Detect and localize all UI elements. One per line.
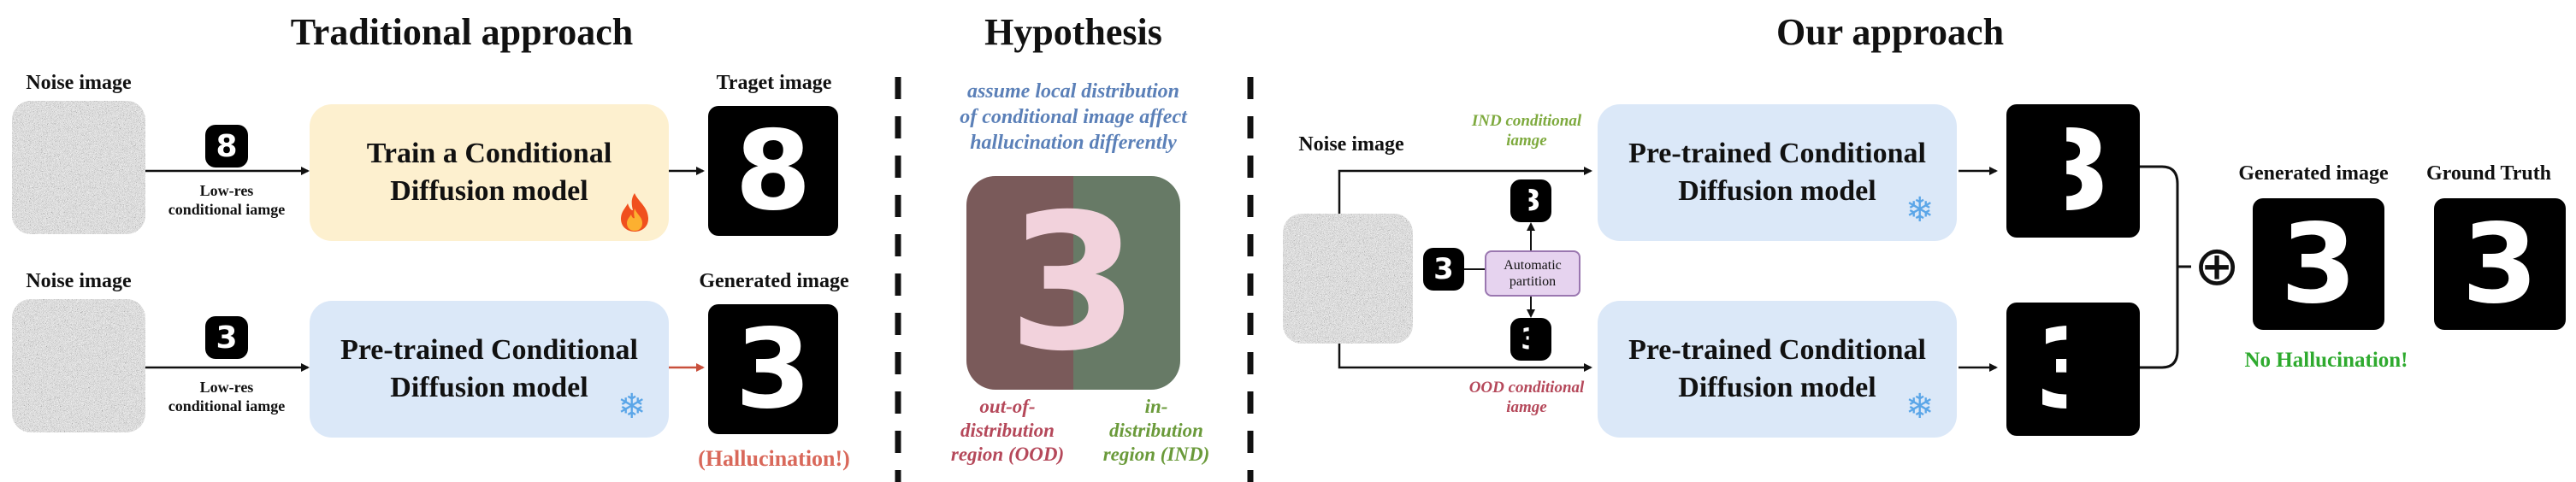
snowflake-icon: ❄ (1905, 387, 1935, 426)
pretrained-model-box-trad: Pre-trained Conditional Diffusion model … (310, 301, 669, 438)
cond-image-ours: 3 (1423, 248, 1464, 291)
arrow-noise-to-top-model (1338, 167, 1592, 214)
partition-line2: partition (1509, 274, 1557, 289)
ood-region-line2: distribution (960, 420, 1055, 441)
traditional-title: Traditional approach (290, 11, 634, 53)
cond-label-row2-line2: conditional iamge (168, 397, 286, 414)
generated-image-trad: 3 (708, 304, 838, 434)
model-bottom-line1: Pre-trained Conditional (1628, 334, 1926, 366)
ours-title: Our approach (1775, 11, 2005, 53)
noise-image-row2 (12, 299, 145, 432)
ood-cond-image: 3 (1510, 318, 1551, 361)
ind-region-line3: region (IND) (1102, 444, 1210, 465)
target-image: 8 (708, 106, 838, 236)
hypothesis-caption-line2: of conditional image affect (960, 106, 1187, 128)
ind-output-digit: 3 (2035, 107, 2112, 235)
generated-label-ours: Generated image (2238, 162, 2389, 185)
target-label: Traget image (716, 72, 832, 94)
arrow-noise-to-bottom-model (1338, 344, 1592, 372)
ind-cond-label-line2: iamge (1506, 132, 1547, 150)
generated-image-ours: 3 (2253, 198, 2384, 330)
ood-region-line3: region (OOD) (950, 444, 1065, 465)
noise-label-row1: Noise image (26, 72, 132, 94)
no-hallucination-note: No Hallucination! (2244, 349, 2408, 372)
train-model-line1: Train a Conditional (366, 138, 612, 169)
noise-image-ours (1283, 214, 1413, 344)
hallucination-note: (Hallucination!) (698, 446, 850, 471)
fire-icon (621, 193, 648, 232)
ind-cond-digit: 3 (1521, 184, 1541, 218)
cond-label-row2: Low-res conditional iamge (154, 378, 299, 415)
ood-output-digit: 3 (2035, 305, 2112, 433)
ind-cond-image: 3 (1510, 179, 1551, 222)
train-model-box: Train a Conditional Diffusion model (310, 104, 669, 241)
snowflake-icon: ❄ (1905, 191, 1935, 230)
ind-output-image: 3 (2006, 104, 2140, 238)
ood-cond-label-line1: OOD conditional (1468, 379, 1585, 397)
hypothesis-caption: assume local distribution of conditional… (915, 79, 1232, 156)
noise-label-row2: Noise image (26, 270, 132, 292)
snowflake-icon: ❄ (617, 387, 647, 426)
ind-region-label: in- distribution region (IND) (1079, 395, 1233, 467)
ind-region-line2: distribution (1109, 420, 1203, 441)
hypothesis-caption-line3: hallucination differently (970, 132, 1177, 154)
model-top-line2: Diffusion model (1678, 175, 1876, 207)
ood-region-line1: out-of- (979, 396, 1036, 417)
noise-label-ours: Noise image (1298, 133, 1404, 156)
noise-image-row1 (12, 101, 145, 234)
combine-icon: ⊕ (2194, 235, 2240, 298)
cond-image-row2: 3 (205, 316, 248, 359)
ground-truth-label: Ground Truth (2425, 162, 2552, 185)
ind-cond-label-line1: IND conditional (1471, 112, 1582, 130)
model-top-line1: Pre-trained Conditional (1628, 138, 1926, 169)
cond-label-row2-line1: Low-res (199, 379, 254, 396)
ood-region-label: out-of- distribution region (OOD) (931, 395, 1084, 467)
pretrained-model-trad-line1: Pre-trained Conditional (340, 334, 638, 366)
cond-label-row1-line1: Low-res (199, 182, 254, 199)
ood-cond-digit: 3 (1521, 322, 1541, 356)
hypothesis-caption-line1: assume local distribution (966, 80, 1180, 103)
ood-output-image: 3 (2006, 303, 2140, 436)
ood-cond-label: OOD conditional iamge (1445, 378, 1608, 417)
model-bottom-line2: Diffusion model (1678, 372, 1876, 403)
ground-truth-image: 3 (2434, 198, 2566, 330)
ind-region-line1: in- (1144, 396, 1168, 417)
merge-bracket (2138, 165, 2179, 369)
cond-label-row1-line2: conditional iamge (168, 201, 286, 218)
pretrained-model-trad-line2: Diffusion model (390, 372, 588, 403)
partition-line1: Automatic (1504, 258, 1562, 273)
hypothesis-digit: 3 (1007, 176, 1139, 390)
automatic-partition-box: Automatic partition (1485, 250, 1580, 297)
ind-cond-label: IND conditional iamge (1445, 111, 1608, 150)
pretrained-model-box-bottom: Pre-trained Conditional Diffusion model … (1598, 301, 1957, 438)
ood-cond-label-line2: iamge (1506, 398, 1547, 416)
hypothesis-image: 3 (966, 176, 1180, 390)
train-model-line2: Diffusion model (390, 175, 588, 207)
cond-label-row1: Low-res conditional iamge (154, 181, 299, 219)
generated-label-trad: Generated image (699, 270, 849, 292)
hypothesis-title: Hypothesis (984, 11, 1162, 53)
pretrained-model-box-top: Pre-trained Conditional Diffusion model … (1598, 104, 1957, 241)
cond-image-row1: 8 (205, 125, 248, 168)
